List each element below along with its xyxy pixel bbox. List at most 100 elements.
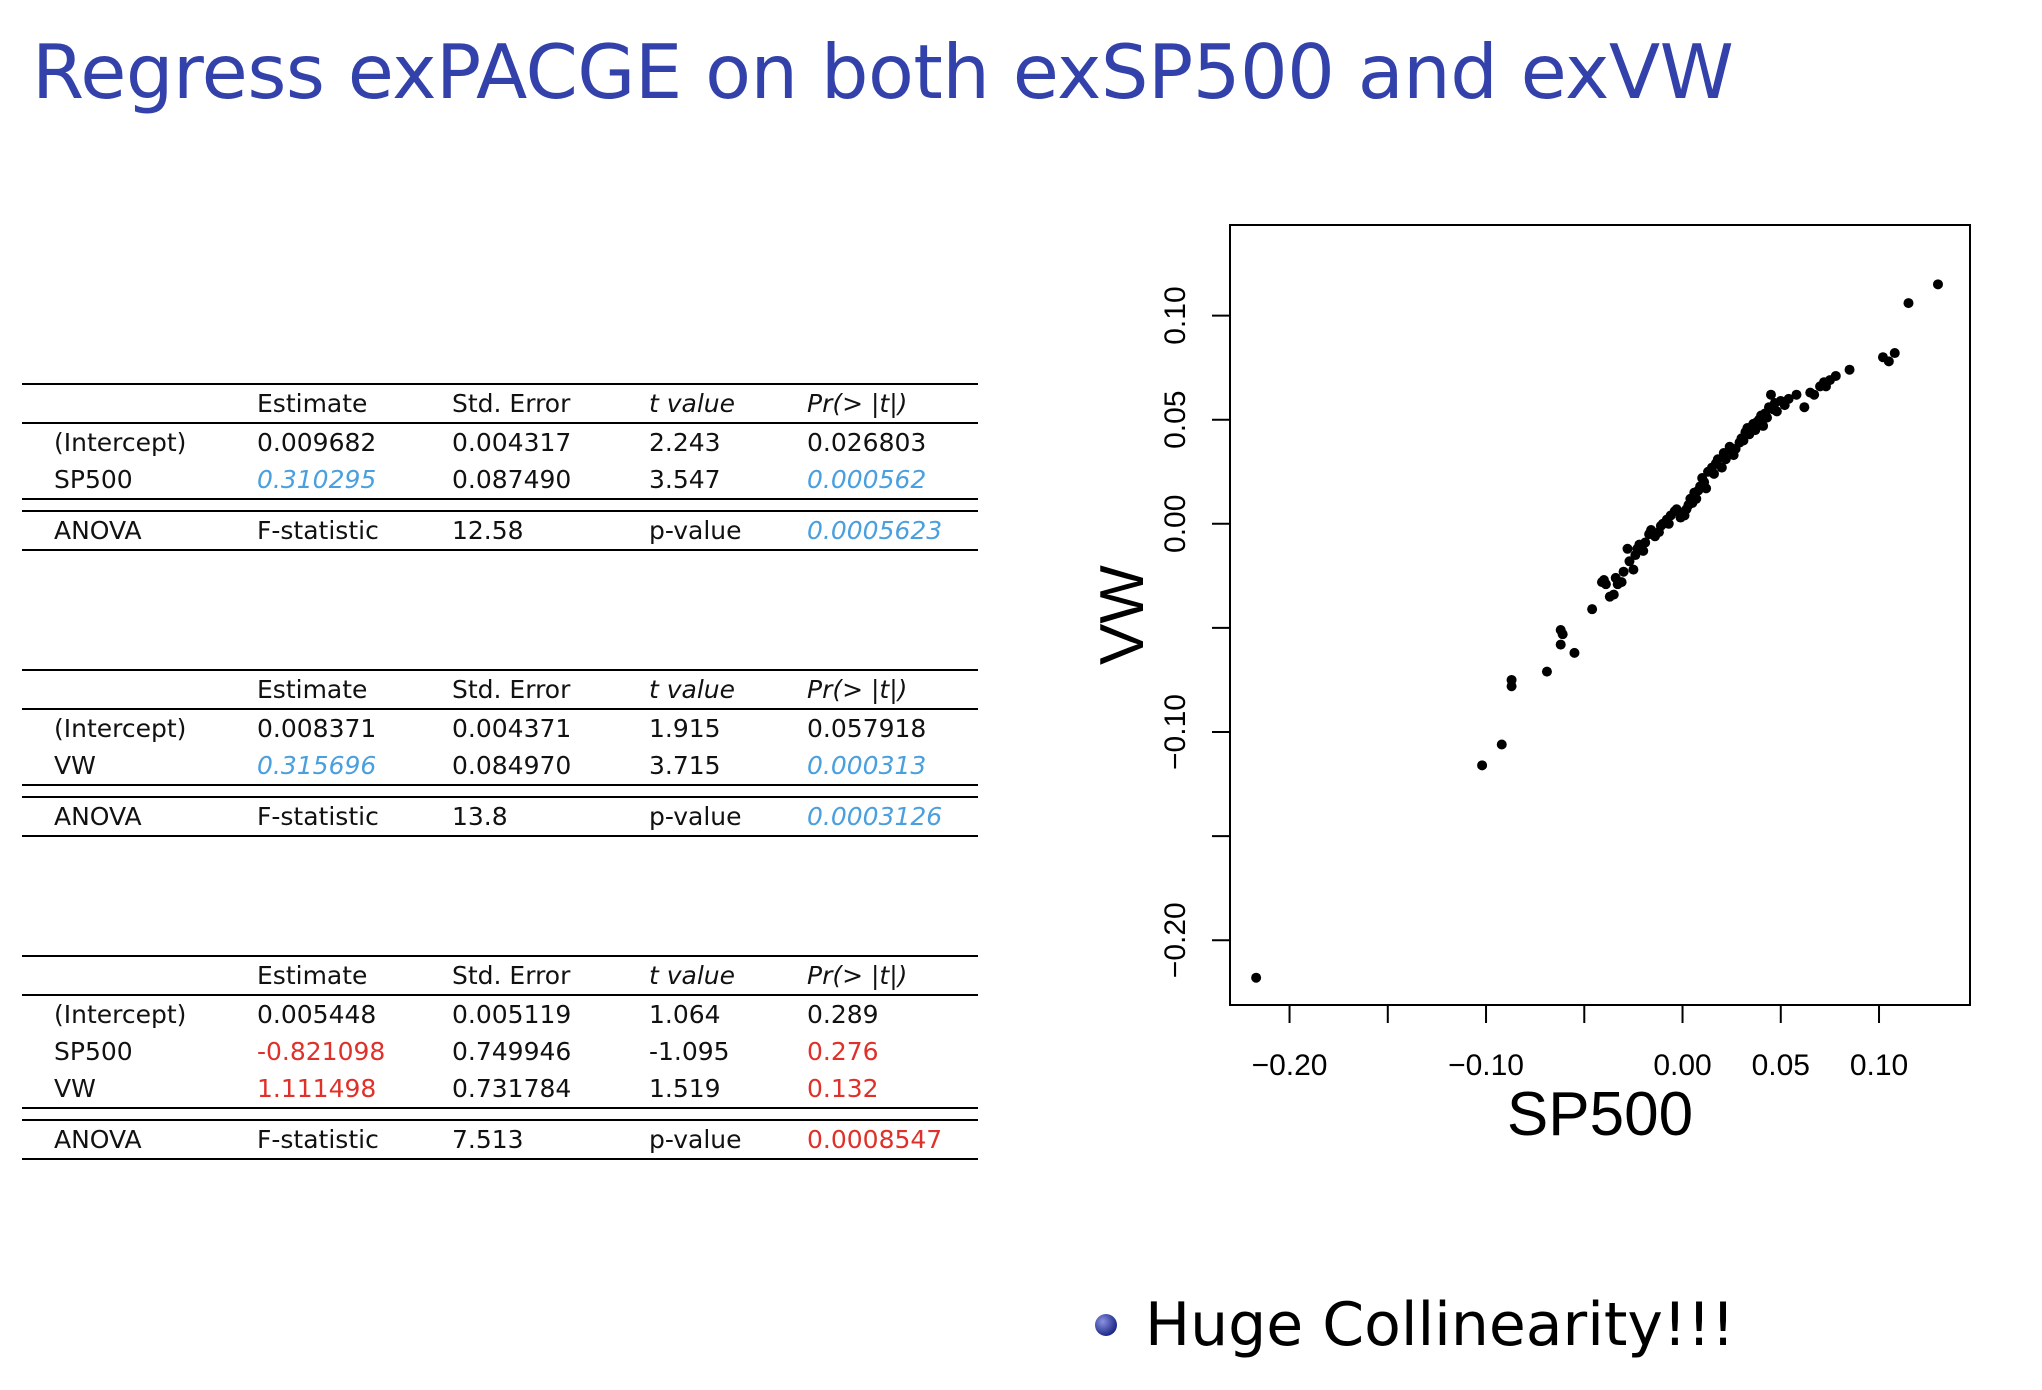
x-tick-label: −0.10	[1448, 1049, 1524, 1082]
scatter-point	[1830, 370, 1841, 381]
header-std-error: Std. Error	[452, 961, 571, 990]
f-stat-value: 7.513	[452, 1125, 524, 1154]
header-t-value: t value	[649, 389, 736, 418]
y-tick-label: 0.00	[1159, 495, 1192, 553]
bullet-text: Huge Collinearity!!!	[1145, 1290, 1736, 1360]
cell-p-value: 0.289	[807, 1000, 879, 1029]
scatter-point	[1663, 518, 1674, 529]
cell-p-value: 0.057918	[807, 714, 927, 743]
anova-row: ANOVA F-statistic 13.8 p-value 0.0003126	[22, 797, 978, 836]
cell-std-error: 0.004371	[452, 714, 572, 743]
y-tick-label: −0.20	[1159, 902, 1192, 978]
scatter-point	[1541, 666, 1552, 677]
table-row: VW 1.111498 0.731784 1.519 0.132	[22, 1070, 978, 1108]
anova-p-value: 0.0005623	[807, 516, 943, 545]
anova-p-value: 0.0008547	[807, 1125, 943, 1154]
scatter-point	[1701, 483, 1712, 494]
header-blank	[22, 670, 257, 709]
cell-estimate: -0.821098	[257, 1037, 386, 1066]
bullet-item: Huge Collinearity!!!	[1095, 1290, 1735, 1360]
anova-p-value: 0.0003126	[807, 802, 943, 831]
row-name: SP500	[54, 1037, 133, 1066]
cell-std-error: 0.004317	[452, 428, 572, 457]
scatter-point	[1765, 389, 1776, 400]
cell-p-value: 0.000313	[807, 751, 927, 780]
cell-estimate: 0.005448	[257, 1000, 377, 1029]
cell-estimate: 0.315696	[257, 751, 377, 780]
f-stat-value: 13.8	[452, 802, 508, 831]
scatter-point	[1844, 364, 1855, 375]
cell-std-error: 0.731784	[452, 1074, 572, 1103]
scatter-point	[1738, 435, 1749, 446]
scatter-point	[1600, 579, 1611, 590]
y-tick-label: 0.05	[1159, 390, 1192, 448]
anova-row: ANOVA F-statistic 12.58 p-value 0.000562…	[22, 511, 978, 550]
cell-std-error: 0.749946	[452, 1037, 572, 1066]
cell-t-value: 3.547	[649, 465, 721, 494]
data-points	[1251, 279, 1943, 983]
scatter-point	[1903, 298, 1914, 309]
x-axis: −0.20 −0.10 0.00 0.05 0.10	[1252, 1005, 1908, 1082]
scatter-point	[1638, 545, 1649, 556]
scatter-point	[1932, 279, 1943, 290]
scatter-point	[1691, 493, 1702, 504]
f-stat-label: F-statistic	[257, 1125, 379, 1154]
scatter-point	[1555, 639, 1566, 650]
scatter-point	[1496, 739, 1507, 750]
row-name: (Intercept)	[54, 714, 187, 743]
table-header-row: Estimate Std. Error t value Pr(> |t|)	[22, 670, 978, 709]
scatter-point	[1762, 412, 1773, 423]
scatter-point	[1708, 468, 1719, 479]
scatter-point	[1791, 389, 1802, 400]
scatter-point	[1750, 425, 1761, 436]
x-axis-label: SP500	[1507, 1080, 1693, 1149]
scatter-point	[1758, 420, 1769, 431]
scatter-plot: −0.20 −0.10 0.00 0.05 0.10 −0.20 −0.10 0.00 0.0…	[1088, 224, 1971, 1149]
row-name: VW	[54, 1074, 96, 1103]
cell-t-value: 1.064	[649, 1000, 721, 1029]
x-tick-label: 0.00	[1653, 1049, 1711, 1082]
p-value-label: p-value	[649, 1125, 742, 1154]
scatter-point	[1889, 348, 1900, 359]
anova-label: ANOVA	[54, 516, 142, 545]
table-row: VW 0.315696 0.084970 3.715 0.000313	[22, 747, 978, 785]
f-stat-label: F-statistic	[257, 516, 379, 545]
row-name: (Intercept)	[54, 428, 187, 457]
cell-estimate: 0.310295	[257, 465, 377, 494]
cell-std-error: 0.084970	[452, 751, 572, 780]
cell-p-value: 0.276	[807, 1037, 879, 1066]
cell-p-value: 0.132	[807, 1074, 879, 1103]
table-header-row: Estimate Std. Error t value Pr(> |t|)	[22, 956, 978, 995]
cell-t-value: 3.715	[649, 751, 721, 780]
x-tick-label: 0.05	[1752, 1049, 1810, 1082]
header-estimate: Estimate	[257, 675, 368, 704]
anova-row: ANOVA F-statistic 7.513 p-value 0.000854…	[22, 1120, 978, 1159]
plot-frame	[1229, 224, 1971, 1006]
scatter-point	[1616, 577, 1627, 588]
scatter-point	[1771, 406, 1782, 417]
header-estimate: Estimate	[257, 389, 368, 418]
y-axis: −0.20 −0.10 0.00 0.05 0.10	[1159, 286, 1230, 978]
cell-t-value: 1.519	[649, 1074, 721, 1103]
cell-std-error: 0.005119	[452, 1000, 572, 1029]
scatter-point	[1251, 972, 1262, 983]
table-row: (Intercept) 0.009682 0.004317 2.243 0.02…	[22, 423, 978, 461]
scatter-point	[1640, 537, 1651, 548]
y-tick-label: 0.10	[1159, 286, 1192, 344]
y-axis-label: VW	[1088, 565, 1157, 665]
x-tick-label: −0.20	[1252, 1049, 1328, 1082]
cell-estimate: 1.111498	[257, 1074, 377, 1103]
table-row: SP500 -0.821098 0.749946 -1.095 0.276	[22, 1033, 978, 1070]
scatter-point	[1569, 647, 1580, 658]
anova-label: ANOVA	[54, 1125, 142, 1154]
table-row: (Intercept) 0.005448 0.005119 1.064 0.28…	[22, 995, 978, 1033]
table-row: (Intercept) 0.008371 0.004371 1.915 0.05…	[22, 709, 978, 747]
cell-std-error: 0.087490	[452, 465, 572, 494]
header-std-error: Std. Error	[452, 389, 571, 418]
scatter-point	[1587, 604, 1598, 615]
cell-p-value: 0.026803	[807, 428, 927, 457]
p-value-label: p-value	[649, 802, 742, 831]
scatter-point	[1716, 462, 1727, 473]
cell-t-value: -1.095	[649, 1037, 730, 1066]
scatter-point	[1618, 566, 1629, 577]
